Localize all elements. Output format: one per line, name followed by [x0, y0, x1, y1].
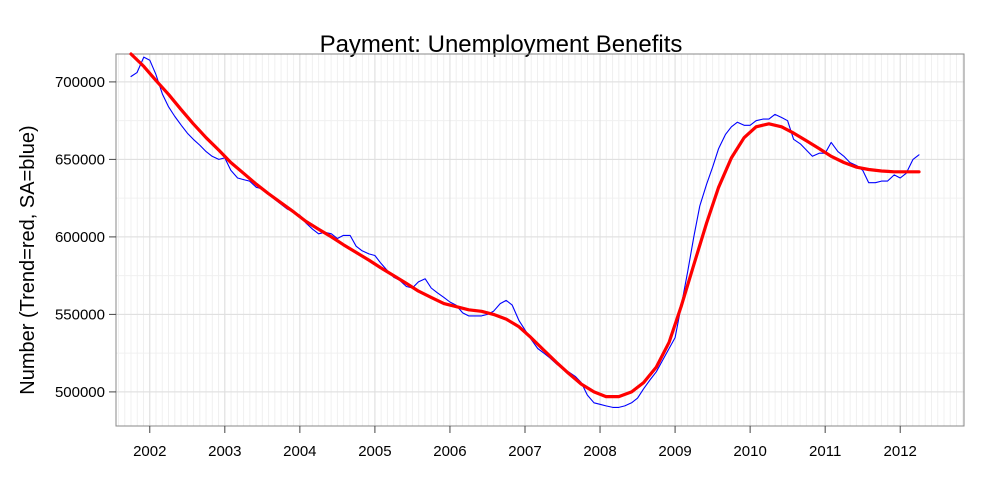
x-tick-label: 2004	[283, 443, 316, 460]
y-tick-label: 700000	[55, 74, 105, 91]
x-tick-label: 2006	[433, 443, 466, 460]
y-tick-label: 550000	[55, 306, 105, 323]
x-tick-label: 2003	[208, 443, 241, 460]
x-tick-label: 2010	[733, 443, 766, 460]
x-tick-label: 2009	[658, 443, 691, 460]
x-tick-label: 2002	[133, 443, 166, 460]
x-tick-label: 2005	[358, 443, 391, 460]
y-tick-label: 500000	[55, 384, 105, 401]
x-tick-label: 2008	[583, 443, 616, 460]
series-layer	[129, 52, 921, 408]
y-axis-label: Number (Trend=red, SA=blue)	[17, 125, 39, 394]
y-tick-label: 650000	[55, 151, 105, 168]
x-tick-label: 2007	[508, 443, 541, 460]
x-tick-label: 2011	[809, 443, 841, 460]
x-tick-label: 2012	[884, 443, 917, 460]
y-tick-label: 600000	[55, 229, 105, 246]
grid	[116, 54, 964, 426]
series-line-trend	[129, 52, 921, 399]
axes: 2002 2003 2004 2005 2006 2007 2008 2009 2010 2011…	[55, 74, 917, 460]
plot-area	[115, 53, 965, 427]
